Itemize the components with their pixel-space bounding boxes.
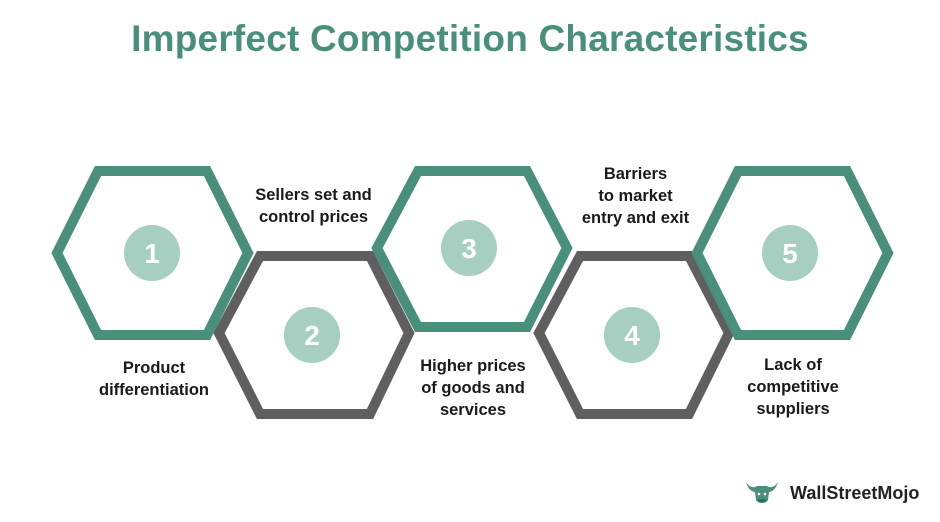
brand-name: WallStreetMojo	[790, 483, 920, 503]
label-step-4: Barriers to market entry and exit	[538, 163, 733, 229]
number-3: 3	[461, 233, 477, 264]
number-circle-3	[441, 220, 497, 276]
label-step-3: Higher prices of goods and services	[383, 355, 563, 421]
label-2-line-2: control prices	[258, 208, 369, 226]
label-3-line-3: services	[439, 401, 507, 419]
label-1-line-2: differentiation	[99, 381, 209, 399]
number-1: 1	[144, 238, 160, 269]
label-5-line-3: suppliers	[756, 400, 830, 418]
number-circle-4	[604, 307, 660, 363]
label-step-1: Product differentiation	[64, 357, 244, 401]
label-5-line-1: Lack of	[764, 356, 822, 374]
number-circle-5	[762, 225, 818, 281]
label-4-line-3: entry and exit	[581, 209, 690, 227]
hexagon-5	[691, 166, 894, 340]
label-2-line-1: Sellers set and	[255, 186, 372, 204]
bull-logo-icon	[746, 482, 778, 503]
number-5: 5	[782, 238, 798, 269]
hexagon-3	[371, 166, 573, 332]
number-4: 4	[624, 320, 640, 351]
label-1-line-1: Product	[122, 359, 186, 377]
label-3-line-1: Higher prices	[420, 357, 526, 375]
hexagon-4	[533, 251, 735, 419]
number-2: 2	[304, 320, 320, 351]
label-4-line-2: to market	[598, 187, 673, 205]
number-circle-1	[124, 225, 180, 281]
label-3-line-2: of goods and	[421, 379, 525, 397]
hexagon-2	[213, 251, 415, 419]
label-step-5: Lack of competitive suppliers	[703, 354, 883, 420]
hexagon-1	[51, 166, 254, 340]
label-step-2: Sellers set and control prices	[221, 184, 406, 228]
label-5-line-2: competitive	[747, 378, 839, 396]
page-title: Imperfect Competition Characteristics	[131, 18, 809, 59]
label-4-line-1: Barriers	[603, 165, 668, 183]
number-circle-2	[284, 307, 340, 363]
